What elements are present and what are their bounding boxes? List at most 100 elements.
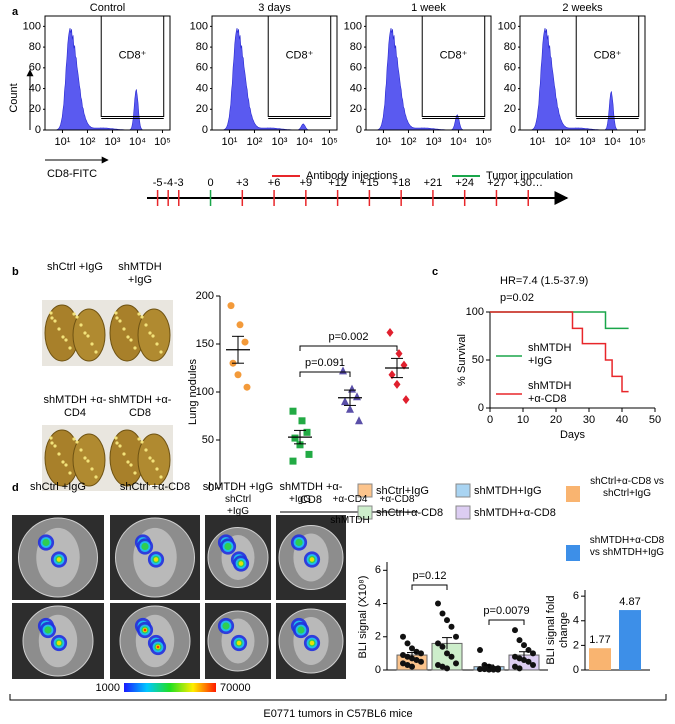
signal <box>143 628 147 632</box>
data-point <box>486 666 492 673</box>
signal <box>156 645 160 649</box>
y-tick-label: 0 <box>35 124 41 136</box>
nodule <box>86 334 90 338</box>
y-axis-label: % Survival <box>456 334 468 386</box>
nodule <box>122 452 126 456</box>
timeline-label: -5 <box>153 177 163 189</box>
x-tick-label: 10⁴ <box>604 136 621 148</box>
signal <box>297 626 305 634</box>
y-tick-label: 80 <box>350 41 362 53</box>
nodule <box>94 350 98 354</box>
signal <box>238 561 244 566</box>
x-tick-label: 20 <box>550 414 562 426</box>
nodule <box>133 346 137 350</box>
x-tick-label: 10⁵ <box>321 136 338 148</box>
x-tick-label: 10¹ <box>222 136 238 148</box>
data-point <box>448 623 455 630</box>
photo-label: shCtrl +IgG <box>47 261 103 273</box>
nodule <box>49 436 53 440</box>
y-tick-label: 20 <box>196 103 208 115</box>
y-tick-label: 60 <box>504 62 516 74</box>
x-tick-label: 30 <box>583 414 595 426</box>
data-point <box>355 416 363 425</box>
data-point <box>400 652 406 659</box>
data-point <box>395 349 403 359</box>
nodule <box>75 315 79 319</box>
data-point <box>236 321 244 329</box>
x-tick-label: 10³ <box>272 136 288 148</box>
image-label: shMTDH +α-CD8 <box>279 481 343 506</box>
data-point <box>530 650 536 657</box>
footer-bracket <box>9 694 667 701</box>
nodule <box>90 467 94 471</box>
p-value: p=0.091 <box>305 357 345 369</box>
x-tick-label: +α-CD8 <box>379 494 415 505</box>
nodule <box>129 463 133 467</box>
data-point <box>453 660 459 667</box>
y-axis-label: BLI signal fold change <box>545 595 570 665</box>
data-point <box>435 662 441 669</box>
x-tick-label: +IgG <box>289 494 311 505</box>
y-axis-label: Count <box>8 83 20 112</box>
data-point <box>525 658 532 665</box>
y-tick-label: 100 <box>344 20 362 32</box>
panel-label: d <box>12 482 19 494</box>
plot-frame <box>211 15 338 131</box>
legend-label: shCtrl+α-CD8 vs shCtrl+IgG <box>590 476 664 499</box>
nodule <box>49 311 53 315</box>
data-point <box>234 371 242 379</box>
data-point <box>444 617 450 624</box>
legend-swatch <box>357 505 373 520</box>
x-tick-label: 10 <box>517 414 529 426</box>
bar <box>589 648 611 670</box>
y-tick-label: 20 <box>350 103 362 115</box>
x-tick-label: 10¹ <box>55 136 71 148</box>
histogram <box>45 27 170 131</box>
photo-label: shMTDH +IgG <box>118 261 162 286</box>
colorbar-label: 1000 <box>96 682 120 694</box>
legend-label: Tumor inoculation <box>486 170 573 182</box>
data-point <box>481 666 488 673</box>
bar <box>619 610 641 670</box>
y-tick-label: 50 <box>202 434 214 446</box>
nodule <box>83 331 87 335</box>
footer: E0771 tumors in C57BL6 mice <box>263 708 412 720</box>
nodule <box>114 311 118 315</box>
legend-label: shMTDH +α-CD8 <box>528 380 572 405</box>
y-tick-label: 6 <box>375 564 381 576</box>
nodule <box>64 338 68 342</box>
panel-label: c <box>432 266 438 278</box>
x-tick-label: 10³ <box>426 136 442 148</box>
x-tick-label: 10² <box>247 136 263 148</box>
nodule <box>57 327 61 331</box>
data-point <box>386 327 394 337</box>
data-point <box>435 600 441 607</box>
data-point <box>477 647 483 654</box>
nodule <box>126 335 130 339</box>
value-label: 4.87 <box>619 596 640 608</box>
signal <box>56 557 62 562</box>
y-tick-label: 80 <box>196 41 208 53</box>
panel-label: b <box>12 266 19 278</box>
y-tick-label: 0 <box>208 482 214 494</box>
data-point <box>289 407 297 415</box>
signal <box>44 626 52 634</box>
y-tick-label: 0 <box>375 664 381 676</box>
y-tick-label: 80 <box>29 41 41 53</box>
image-label: shCtrl +IgG <box>30 481 86 493</box>
gate-label: CD8⁺ <box>119 49 147 61</box>
nodule <box>64 463 68 467</box>
timeline-label: -4 <box>163 177 173 189</box>
x-tick-label: 40 <box>616 414 628 426</box>
x-tick-label: 10³ <box>105 136 121 148</box>
x-tick-label: 10⁴ <box>129 136 146 148</box>
data-point <box>243 383 251 391</box>
colorbar-label: 70000 <box>220 682 251 694</box>
image-label: shMTDH +IgG <box>202 481 274 493</box>
nodule <box>72 437 76 441</box>
histogram <box>366 27 491 131</box>
data-point <box>444 650 450 657</box>
nodule <box>148 331 152 335</box>
x-tick-label: 10¹ <box>530 136 546 148</box>
x-tick-label: 10⁵ <box>154 136 171 148</box>
